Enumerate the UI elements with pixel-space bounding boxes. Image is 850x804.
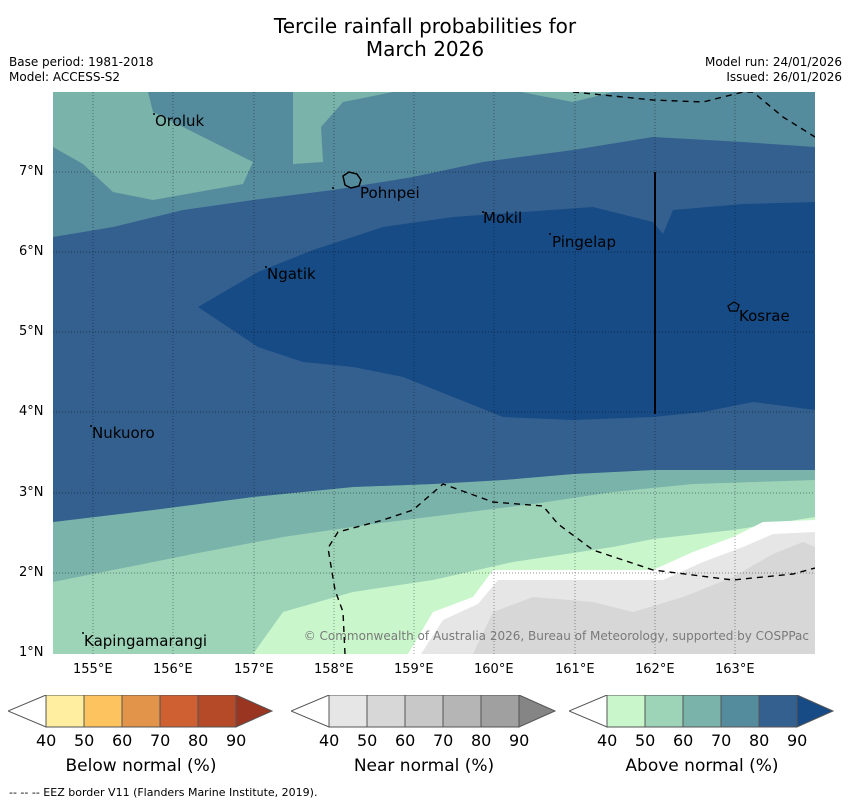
legend-below-tick-70: 70 bbox=[150, 731, 171, 750]
legend-below-tick-60: 60 bbox=[112, 731, 133, 750]
base-period: Base period: 1981-2018 bbox=[9, 55, 154, 69]
legend-near-swatch-70 bbox=[404, 695, 444, 728]
legend-below-tick-40: 40 bbox=[36, 731, 57, 750]
model-name: Model: ACCESS-S2 bbox=[9, 70, 121, 84]
issued-date: Issued: 26/01/2026 bbox=[726, 70, 842, 84]
legend-near-tick-70: 70 bbox=[433, 731, 454, 750]
lon-tick-156e: 156°E bbox=[153, 662, 193, 677]
place-mokil: Mokil bbox=[483, 209, 522, 227]
lat-tick-4n: 4°N bbox=[19, 404, 44, 419]
legend-near-tick-40: 40 bbox=[319, 731, 340, 750]
legend-above-tick-60: 60 bbox=[673, 731, 694, 750]
legend-near-swatch-60 bbox=[366, 695, 406, 728]
legend-below-bar bbox=[8, 695, 274, 728]
pohnpei-island-icon bbox=[342, 171, 362, 189]
legend-above-label: Above normal (%) bbox=[625, 756, 779, 776]
legend-above-tick-40: 40 bbox=[597, 731, 618, 750]
lon-tick-161e: 161°E bbox=[555, 662, 595, 677]
legend-near-swatch-max bbox=[518, 695, 557, 728]
legend-near-tick-90: 90 bbox=[509, 731, 530, 750]
legend-near-tick-80: 80 bbox=[471, 731, 492, 750]
lat-tick-2n: 2°N bbox=[19, 565, 44, 580]
band-above-70-north bbox=[53, 92, 815, 237]
legend-near-bar bbox=[291, 695, 557, 728]
legend-near-label: Near normal (%) bbox=[353, 756, 495, 776]
legend-above-tick-50: 50 bbox=[635, 731, 656, 750]
legend-above-swatch-80 bbox=[720, 695, 760, 728]
legend-below-tick-50: 50 bbox=[74, 731, 95, 750]
legend-above-swatch-60 bbox=[644, 695, 684, 728]
legend-above-tick-90: 90 bbox=[787, 731, 808, 750]
place-pingelap: Pingelap bbox=[552, 233, 616, 251]
legend-below-tick-90: 90 bbox=[226, 731, 247, 750]
legend-below-swatch-90 bbox=[197, 695, 237, 728]
model-run: Model run: 24/01/2026 bbox=[704, 55, 842, 69]
legend-above-swatch-50 bbox=[606, 695, 646, 728]
legend-near-tick-60: 60 bbox=[395, 731, 416, 750]
legend-above-swatch-max bbox=[796, 695, 835, 728]
title-line-2: March 2026 bbox=[365, 37, 485, 61]
lon-tick-160e: 160°E bbox=[474, 662, 514, 677]
kosrae-island-icon bbox=[727, 301, 740, 312]
band-nw-60 bbox=[53, 92, 253, 200]
copyright-notice: © Commonwealth of Australia 2026, Bureau… bbox=[304, 629, 809, 643]
lat-tick-7n: 7°N bbox=[19, 164, 44, 179]
title-line-1: Tercile rainfall probabilities for bbox=[273, 14, 577, 38]
band-ne-60 bbox=[521, 92, 613, 102]
legend-below-swatch-70 bbox=[121, 695, 161, 728]
lat-tick-6n: 6°N bbox=[19, 244, 44, 259]
legend-above-tick-80: 80 bbox=[749, 731, 770, 750]
lat-tick-1n: 1°N bbox=[19, 645, 44, 660]
legend-above-swatch-70 bbox=[682, 695, 722, 728]
lon-tick-155e: 155°E bbox=[73, 662, 113, 677]
place-ngatik: Ngatik bbox=[267, 265, 316, 283]
atoll-markers bbox=[82, 113, 551, 634]
band-near-50 bbox=[473, 542, 815, 654]
probability-map: Oroluk Pohnpei Mokil Pingelap Ngatik Kos… bbox=[53, 92, 815, 654]
legend-above-tick-70: 70 bbox=[711, 731, 732, 750]
legend-below-swatch-max bbox=[235, 695, 274, 728]
legend-near-swatch-90 bbox=[480, 695, 520, 728]
place-oroluk: Oroluk bbox=[155, 112, 204, 130]
legend-below-swatch-50 bbox=[45, 695, 85, 728]
lat-tick-3n: 3°N bbox=[19, 485, 44, 500]
legend-near-swatch-50 bbox=[328, 695, 368, 728]
legend-above-bar bbox=[569, 695, 835, 728]
lon-tick-162e: 162°E bbox=[635, 662, 675, 677]
lon-tick-157e: 157°E bbox=[234, 662, 274, 677]
lon-tick-159e: 159°E bbox=[394, 662, 434, 677]
legend-below-tick-80: 80 bbox=[188, 731, 209, 750]
legend-below-swatch-60 bbox=[83, 695, 123, 728]
lat-tick-5n: 5°N bbox=[19, 324, 44, 339]
place-pohnpei: Pohnpei bbox=[360, 184, 420, 202]
legend-below-label: Below normal (%) bbox=[65, 756, 217, 776]
legend-below-swatch-80 bbox=[159, 695, 199, 728]
lon-tick-158e: 158°E bbox=[314, 662, 354, 677]
place-kapingamarangi: Kapingamarangi bbox=[84, 632, 207, 650]
legend-near-swatch-80 bbox=[442, 695, 482, 728]
eez-footnote: -- -- -- EEZ border V11 (Flanders Marine… bbox=[9, 786, 318, 799]
place-nukuoro: Nukuoro bbox=[92, 424, 155, 442]
legend-above-swatch-90 bbox=[758, 695, 798, 728]
band-n-60 bbox=[293, 92, 393, 164]
legend-near-tick-50: 50 bbox=[357, 731, 378, 750]
band-above-90 bbox=[198, 202, 815, 420]
eez-border bbox=[327, 92, 815, 654]
graticule bbox=[53, 92, 815, 654]
lon-tick-163e: 163°E bbox=[715, 662, 755, 677]
place-kosrae: Kosrae bbox=[739, 307, 790, 325]
